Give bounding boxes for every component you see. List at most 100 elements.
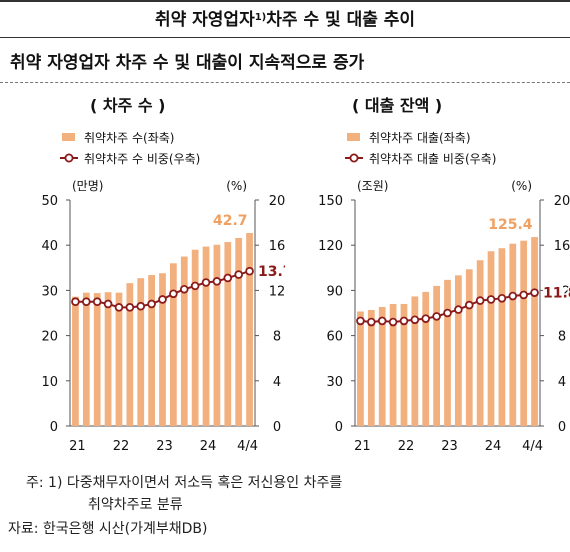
bar <box>411 296 419 426</box>
bar <box>367 309 375 426</box>
left-tick-label: 150 <box>318 194 343 209</box>
right-tick-label: 4 <box>273 375 281 390</box>
source-note: 자료: 한국은행 시산(가계부채DB) <box>8 521 208 537</box>
bar <box>422 291 430 426</box>
bar <box>104 292 112 426</box>
bar <box>389 303 397 426</box>
line-point <box>114 303 124 312</box>
right-tick-label: 20 <box>269 194 285 209</box>
right-tick-label: 8 <box>558 330 566 345</box>
right-tick-label: 4 <box>558 375 566 390</box>
line-point <box>508 291 518 301</box>
loans-chart: 취약차주 대출(좌축) 취약차주 대출 비중(우축) (조원) (%) 0 30 60 90 1… <box>318 130 570 454</box>
x-tick-label: 24 <box>485 439 502 454</box>
title-footnote-mark: 1) <box>254 12 267 23</box>
figure-title: 취약 자영업자1) 차주 수 및 대출 추이 <box>0 0 570 38</box>
left-tick-label: 120 <box>318 239 343 254</box>
bar-value-label: 125.4 <box>488 217 533 233</box>
line-point <box>475 296 485 305</box>
bar <box>476 260 484 426</box>
title-main: 취약 자영업자 <box>154 10 255 30</box>
right-tick-label: 16 <box>269 239 285 254</box>
line-point <box>71 297 80 307</box>
borrowers-chart: 취약차주 수(좌축)취약차주 수 비중(우축)(만명) (%)0102030405… <box>41 130 285 454</box>
left-tick-label: 50 <box>41 194 58 209</box>
line-point <box>92 297 102 307</box>
legend-line-marker <box>64 153 74 163</box>
line-point <box>356 316 365 326</box>
line-value-label: 11.8 <box>543 286 570 302</box>
left-axis-unit: (만명) <box>72 179 103 193</box>
x-tick-label: 4/4 <box>237 439 258 454</box>
line-point <box>377 316 387 326</box>
line-point <box>179 284 189 294</box>
line-point <box>190 281 200 291</box>
line-point <box>530 288 539 297</box>
left-tick-label: 60 <box>326 330 343 345</box>
line-point <box>421 314 431 323</box>
x-tick-label: 23 <box>441 439 458 454</box>
right-tick-label: 16 <box>554 239 570 254</box>
line-point <box>486 295 496 304</box>
line-point <box>234 270 243 279</box>
bar <box>170 263 177 426</box>
bar <box>159 273 166 426</box>
legend-bar-label: 취약차주 수(좌축) <box>84 130 174 145</box>
right-axis-unit: (%) <box>226 179 247 193</box>
bar <box>531 237 538 426</box>
bar <box>126 283 134 426</box>
footnote-line-2: 취약차주로 분류 <box>88 497 183 513</box>
bar <box>498 248 506 426</box>
legend-line-label: 취약차주 수 비중(우축) <box>84 151 200 166</box>
line-point <box>169 289 178 299</box>
bar <box>400 303 408 426</box>
x-tick-label: 21 <box>354 439 371 454</box>
line-point <box>410 315 420 325</box>
x-tick-label: 24 <box>200 439 217 454</box>
legend-bar-label: 취약차주 대출(좌축) <box>369 130 471 145</box>
bar <box>444 279 451 426</box>
bar <box>148 275 155 426</box>
title-rest: 차주 수 및 대출 추이 <box>266 10 416 30</box>
bar <box>509 243 517 426</box>
figure-subtitle: 취약 자영업자 차주 수 및 대출이 지속적으로 증가 <box>10 53 365 73</box>
bar <box>520 240 528 426</box>
left-tick-label: 0 <box>50 420 58 435</box>
right-tick-label: 0 <box>558 420 566 435</box>
bar <box>465 269 473 426</box>
bar <box>357 311 364 426</box>
line-value-label: 13.7 <box>258 264 285 280</box>
line-point <box>223 273 233 283</box>
bar <box>137 278 145 426</box>
line-point <box>388 317 398 327</box>
line-point <box>432 312 441 321</box>
left-tick-label: 90 <box>326 284 343 299</box>
bar <box>82 292 90 426</box>
subtitle-divider <box>0 82 570 83</box>
x-tick-label: 22 <box>398 439 415 454</box>
right-axis-unit: (%) <box>511 179 532 193</box>
left-axis-unit: (조원) <box>357 179 388 193</box>
line-point <box>519 290 528 300</box>
bar <box>487 251 495 426</box>
bar <box>115 292 123 426</box>
line-point <box>212 277 222 286</box>
left-panel-title: ( 차주 수 ) <box>90 96 166 115</box>
bar <box>191 249 199 426</box>
left-tick-label: 40 <box>41 239 58 254</box>
line-point <box>136 301 146 311</box>
line-point <box>147 299 156 309</box>
legend-bar-swatch <box>347 133 360 141</box>
bar <box>246 232 253 426</box>
bar <box>455 275 462 426</box>
bar <box>235 237 243 426</box>
line-point <box>158 295 167 304</box>
line-point <box>443 308 452 318</box>
legend-bar-swatch <box>62 133 75 141</box>
line-point <box>497 294 507 303</box>
line-point <box>125 303 135 312</box>
x-tick-label: 21 <box>69 439 86 454</box>
left-tick-label: 0 <box>335 420 343 435</box>
left-tick-label: 10 <box>41 375 58 390</box>
